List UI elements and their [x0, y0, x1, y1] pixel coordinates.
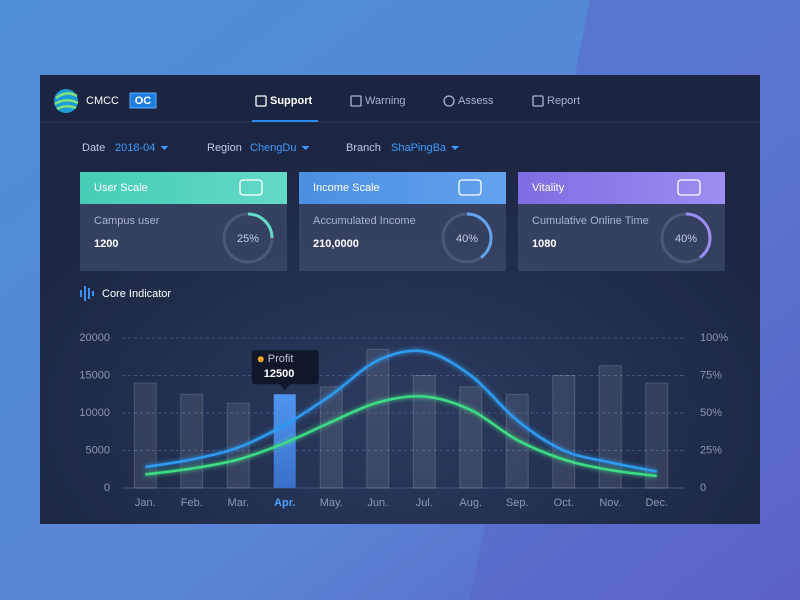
card-value: 210,0000 [313, 238, 359, 250]
y2-tick-label: 100% [700, 332, 728, 344]
dropdown-arrow [451, 146, 460, 150]
nav-icon [532, 95, 544, 107]
x-tick-label: May. [320, 497, 343, 509]
card-value: 1200 [94, 238, 118, 250]
tooltip-name: Profit [268, 353, 294, 365]
line [145, 394, 657, 478]
tooltip [251, 350, 319, 385]
filter-value[interactable]: 2018-04 [115, 142, 155, 154]
card-icon [677, 179, 701, 196]
badge-box [129, 92, 157, 109]
card-label: Accumulated Income [313, 215, 416, 227]
x-tick-label: Apr. [274, 497, 295, 509]
nav-underline [252, 120, 318, 122]
x-tick-label: Aug. [459, 497, 482, 509]
ring-arc [441, 212, 493, 264]
x-tick-label: Nov. [599, 497, 621, 509]
bar [598, 365, 622, 489]
nav-item[interactable]: Assess [458, 95, 494, 107]
y-tick-label: 20000 [79, 332, 110, 344]
bar [459, 386, 483, 489]
badge: OC [135, 95, 152, 107]
nav-item[interactable]: Report [547, 95, 580, 107]
card-title: Vitality [532, 182, 565, 194]
ring-label: 40% [456, 233, 478, 245]
logo [54, 89, 79, 113]
bar [412, 375, 436, 489]
card-title: Income Scale [313, 182, 380, 194]
filter-value[interactable]: ShaPingBa [391, 142, 447, 154]
x-tick-label: Dec. [645, 497, 668, 509]
dropdown-arrow [301, 146, 310, 150]
card-title: User Scale [94, 182, 148, 194]
bar [226, 402, 250, 489]
ring-arc [660, 212, 712, 264]
bar [180, 393, 204, 489]
filter-value[interactable]: ChengDu [250, 142, 296, 154]
section-title: Core Indicator [102, 288, 171, 300]
bar [645, 382, 669, 489]
x-tick-label: Jan. [135, 497, 156, 509]
filter-label: Branch [346, 142, 381, 154]
panel [40, 75, 760, 524]
y-tick-label: 15000 [79, 369, 110, 381]
bar [133, 382, 157, 489]
bar [552, 375, 576, 489]
y2-tick-label: 0 [700, 482, 706, 494]
card-header [518, 172, 725, 204]
x-tick-label: Feb. [181, 497, 203, 509]
nav-icon [350, 95, 362, 107]
y2-tick-label: 75% [700, 369, 722, 381]
card-label: Cumulative Online Time [532, 215, 649, 227]
card-icon [239, 179, 263, 196]
card-header [80, 172, 287, 204]
filter-label: Date [82, 142, 105, 154]
ring-arc [222, 212, 274, 264]
nav-icon [443, 95, 455, 107]
x-tick-label: Mar. [228, 497, 249, 509]
topbar [40, 75, 760, 123]
tooltip-dot [257, 356, 264, 363]
y2-tick-label: 25% [700, 444, 722, 456]
ring-label: 25% [237, 233, 259, 245]
dropdown-arrow [160, 146, 169, 150]
brand: CMCC [86, 95, 119, 107]
y-tick-label: 5000 [86, 444, 110, 456]
line [145, 349, 657, 473]
card-label: Campus user [94, 215, 160, 227]
nav-item[interactable]: Support [270, 95, 312, 107]
card-header [299, 172, 506, 204]
tooltip-pointer [279, 384, 290, 391]
nav-icon [255, 95, 267, 107]
section-icon [80, 286, 94, 301]
x-tick-label: Jun. [367, 497, 388, 509]
y2-tick-label: 50% [700, 407, 722, 419]
bar [366, 348, 390, 489]
nav-item[interactable]: Warning [365, 95, 406, 107]
card-value: 1080 [532, 238, 556, 250]
bar [273, 394, 296, 488]
filter-label: Region [207, 142, 242, 154]
tooltip-value: 12500 [264, 368, 295, 380]
x-tick-label: Sep. [506, 497, 529, 509]
bar [319, 386, 343, 489]
y-tick-label: 10000 [79, 407, 110, 419]
ring-label: 40% [675, 233, 697, 245]
x-tick-label: Jul. [416, 497, 433, 509]
y-tick-label: 0 [104, 482, 110, 494]
card-icon [458, 179, 482, 196]
x-tick-label: Oct. [554, 497, 574, 509]
